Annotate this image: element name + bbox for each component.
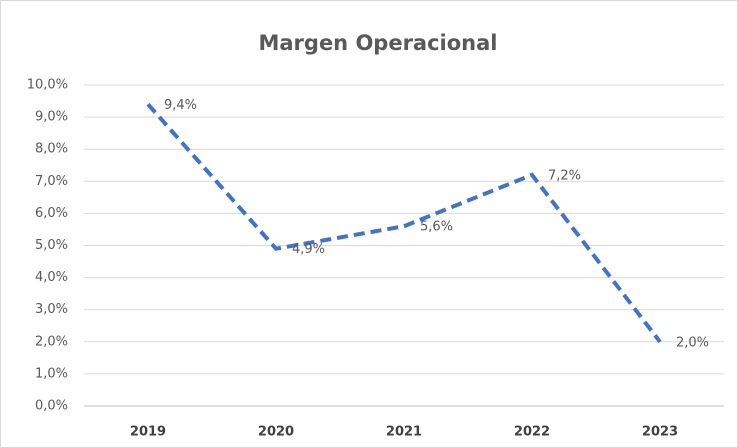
y-tick-label: 5,0% [35, 238, 68, 253]
y-tick-label: 0,0% [35, 399, 68, 414]
data-label: 2,0% [676, 335, 709, 350]
data-label: 7,2% [548, 168, 581, 183]
y-tick-label: 9,0% [35, 110, 68, 125]
data-label: 5,6% [420, 220, 453, 235]
x-tick-label: 2020 [258, 425, 294, 440]
data-label: 4,9% [292, 242, 325, 257]
y-tick-label: 6,0% [35, 206, 68, 221]
line-series [146, 102, 662, 344]
x-tick-label: 2022 [514, 425, 550, 440]
y-tick-label: 7,0% [35, 174, 68, 189]
y-tick-label: 2,0% [35, 334, 68, 349]
chart-title: Margen Operacional [258, 31, 497, 55]
y-tick-label: 3,0% [35, 302, 68, 317]
data-label: 9,4% [164, 98, 197, 113]
y-tick-label: 8,0% [35, 142, 68, 157]
y-tick-label: 1,0% [35, 366, 68, 381]
x-tick-label: 2019 [130, 425, 166, 440]
y-tick-label: 10,0% [27, 78, 68, 93]
y-tick-label: 4,0% [35, 270, 68, 285]
x-tick-label: 2021 [386, 425, 422, 440]
x-tick-label: 2023 [642, 425, 678, 440]
